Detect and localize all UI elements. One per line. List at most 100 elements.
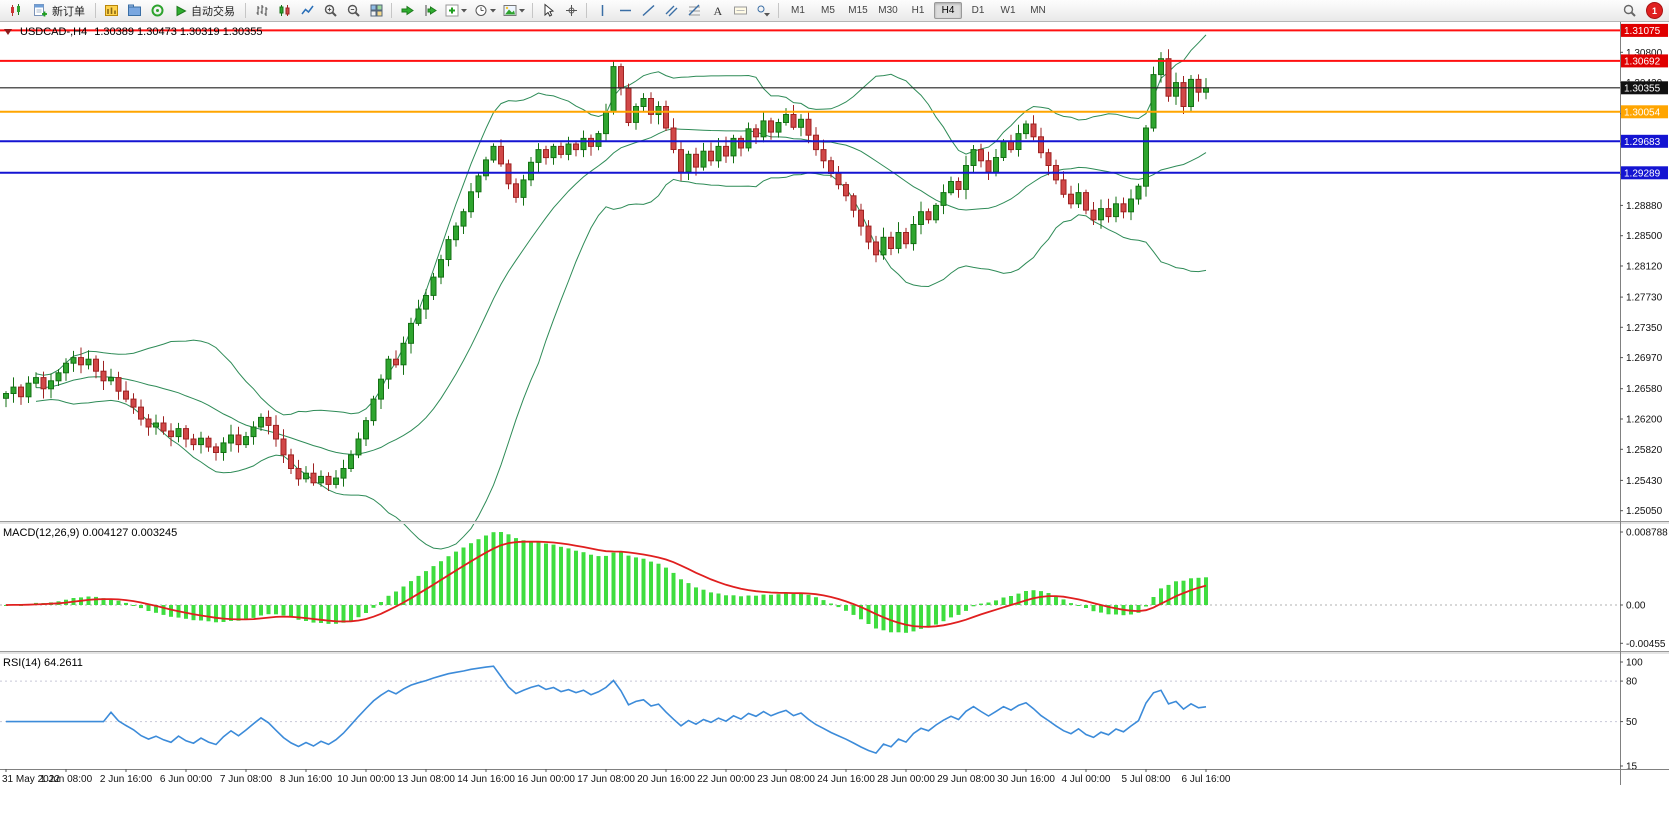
bar-chart-icon[interactable] bbox=[250, 1, 272, 21]
timeframe-H1[interactable]: H1 bbox=[911, 5, 925, 16]
svg-text:15: 15 bbox=[1626, 762, 1638, 773]
text-label-icon[interactable] bbox=[729, 1, 751, 21]
svg-text:6 Jul 16:00: 6 Jul 16:00 bbox=[1182, 774, 1231, 785]
vertical-line-icon[interactable] bbox=[591, 1, 613, 21]
macd-histogram bbox=[4, 532, 1208, 633]
svg-text:7 Jun 08:00: 7 Jun 08:00 bbox=[220, 774, 273, 785]
svg-text:1.25430: 1.25430 bbox=[1626, 476, 1663, 487]
svg-text:1.30054: 1.30054 bbox=[1624, 107, 1661, 118]
autotrade-label: 自动交易 bbox=[191, 5, 235, 18]
macd-signal-line bbox=[5, 540, 1207, 628]
svg-text:1.27730: 1.27730 bbox=[1626, 293, 1663, 304]
text-icon[interactable]: A bbox=[706, 1, 728, 21]
svg-text:1.27350: 1.27350 bbox=[1626, 323, 1663, 334]
timeframe-M1[interactable]: M1 bbox=[791, 5, 805, 16]
zoom-in-icon[interactable] bbox=[319, 1, 341, 21]
timeframe-H4[interactable]: H4 bbox=[934, 2, 962, 19]
rsi-tick-labels: 100 80 50 15 bbox=[1620, 658, 1643, 773]
new-order-icon bbox=[34, 4, 47, 17]
symbol-marker-icon bbox=[4, 29, 12, 35]
level-price-tag: 1.31075 bbox=[1621, 23, 1668, 37]
panel-splitters[interactable] bbox=[0, 521, 1669, 654]
new-order-button[interactable]: 新订单 bbox=[27, 1, 91, 21]
rsi-level-lines bbox=[0, 680, 1620, 723]
bollinger-middle-band bbox=[35, 128, 1207, 455]
horizontal-line-icon[interactable] bbox=[614, 1, 636, 21]
svg-text:1.26580: 1.26580 bbox=[1626, 384, 1663, 395]
level-price-tag: 1.30054 bbox=[1621, 105, 1668, 119]
svg-text:A: A bbox=[713, 4, 722, 18]
svg-text:31 May 2022: 31 May 2022 bbox=[2, 774, 60, 785]
svg-text:50: 50 bbox=[1626, 717, 1638, 728]
new-chart-icon[interactable] bbox=[100, 1, 122, 21]
svg-text:23 Jun 08:00: 23 Jun 08:00 bbox=[757, 774, 815, 785]
ohlc-values-label: 1.30389 1.30473 1.30319 1.30355 bbox=[94, 26, 263, 38]
zoom-out-icon[interactable] bbox=[342, 1, 364, 21]
profiles-icon[interactable] bbox=[123, 1, 145, 21]
toolbar-right-group: 1 bbox=[1618, 1, 1665, 21]
timeframe-M5[interactable]: M5 bbox=[821, 5, 835, 16]
separator bbox=[778, 3, 779, 18]
search-icon[interactable] bbox=[1618, 1, 1640, 21]
svg-text:1.25820: 1.25820 bbox=[1626, 445, 1663, 456]
chart-shift-icon[interactable] bbox=[419, 1, 441, 21]
trendline-icon[interactable] bbox=[637, 1, 659, 21]
svg-text:5 Jul 08:00: 5 Jul 08:00 bbox=[1122, 774, 1171, 785]
svg-text:17 Jun 08:00: 17 Jun 08:00 bbox=[577, 774, 635, 785]
svg-text:1.30800: 1.30800 bbox=[1626, 48, 1663, 59]
timeframe-MN[interactable]: MN bbox=[1030, 5, 1046, 16]
svg-text:1.28120: 1.28120 bbox=[1626, 262, 1663, 273]
separator bbox=[95, 3, 96, 18]
tile-windows-icon[interactable] bbox=[365, 1, 387, 21]
svg-text:1.30692: 1.30692 bbox=[1624, 56, 1661, 67]
svg-text:10 Jun 00:00: 10 Jun 00:00 bbox=[337, 774, 395, 785]
svg-text:24 Jun 16:00: 24 Jun 16:00 bbox=[817, 774, 875, 785]
indicators-icon[interactable] bbox=[442, 1, 470, 21]
price-scale[interactable] bbox=[1620, 22, 1669, 785]
svg-text:0.008788: 0.008788 bbox=[1626, 528, 1668, 539]
separator bbox=[245, 3, 246, 18]
toolbar: 新订单 自动交易 bbox=[0, 0, 1669, 22]
market-watch-icon[interactable] bbox=[146, 1, 168, 21]
macd-header: MACD(12,26,9) 0.004127 0.003245 bbox=[3, 527, 178, 539]
candlestick-chart-icon[interactable] bbox=[273, 1, 295, 21]
svg-text:-0.00455: -0.00455 bbox=[1626, 639, 1666, 650]
fibonacci-icon[interactable] bbox=[683, 1, 705, 21]
svg-text:1.28500: 1.28500 bbox=[1626, 231, 1663, 242]
rsi-header: RSI(14) 64.2611 bbox=[3, 657, 83, 669]
svg-text:1.25050: 1.25050 bbox=[1626, 506, 1663, 517]
timeframe-M30[interactable]: M30 bbox=[878, 5, 898, 16]
autotrade-play-icon bbox=[176, 5, 187, 16]
timeframe-M15[interactable]: M15 bbox=[848, 5, 868, 16]
templates-icon[interactable] bbox=[500, 1, 528, 21]
svg-text:4 Jul 00:00: 4 Jul 00:00 bbox=[1062, 774, 1111, 785]
timeframe-W1[interactable]: W1 bbox=[1000, 5, 1016, 16]
svg-text:100: 100 bbox=[1626, 658, 1643, 669]
app-icon bbox=[4, 1, 26, 21]
autotrade-button[interactable]: 自动交易 bbox=[169, 1, 241, 21]
periods-icon[interactable] bbox=[471, 1, 499, 21]
separator bbox=[532, 3, 533, 18]
timeframe-D1[interactable]: D1 bbox=[971, 5, 985, 16]
channel-icon[interactable] bbox=[660, 1, 682, 21]
line-chart-icon[interactable] bbox=[296, 1, 318, 21]
svg-text:1.26200: 1.26200 bbox=[1626, 415, 1663, 426]
candles bbox=[3, 49, 1209, 491]
level-price-tag: 1.29683 bbox=[1621, 134, 1668, 148]
svg-text:8 Jun 16:00: 8 Jun 16:00 bbox=[280, 774, 333, 785]
cursor-icon[interactable] bbox=[537, 1, 559, 21]
svg-text:20 Jun 16:00: 20 Jun 16:00 bbox=[637, 774, 695, 785]
svg-text:1.31075: 1.31075 bbox=[1624, 26, 1661, 37]
svg-text:30 Jun 16:00: 30 Jun 16:00 bbox=[997, 774, 1055, 785]
objects-dropdown-icon[interactable] bbox=[752, 1, 774, 21]
svg-text:1 Jun 08:00: 1 Jun 08:00 bbox=[40, 774, 93, 785]
crosshair-icon[interactable] bbox=[560, 1, 582, 21]
notification-badge[interactable]: 1 bbox=[1646, 2, 1663, 19]
svg-text:1.29289: 1.29289 bbox=[1624, 168, 1661, 179]
auto-scroll-icon[interactable] bbox=[396, 1, 418, 21]
svg-text:0.00: 0.00 bbox=[1626, 601, 1646, 612]
svg-text:1.29683: 1.29683 bbox=[1624, 137, 1661, 148]
svg-text:1.28880: 1.28880 bbox=[1626, 201, 1663, 212]
